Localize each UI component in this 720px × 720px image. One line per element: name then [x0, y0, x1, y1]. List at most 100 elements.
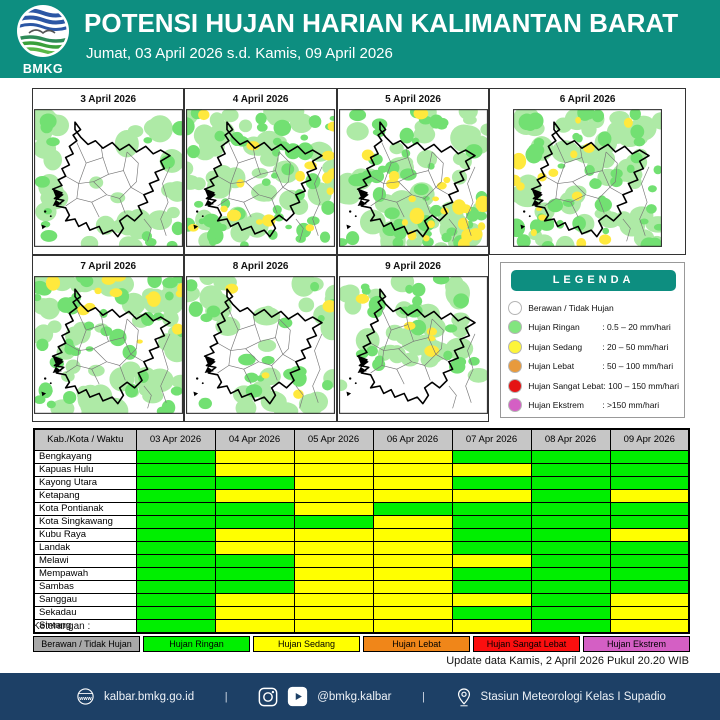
rain-category-cell [372, 475, 453, 490]
rain-category-cell [372, 592, 453, 607]
rain-category-cell [214, 592, 295, 607]
bmkg-logo-icon [17, 5, 69, 57]
city-name-cell: Sambas [33, 579, 137, 594]
legend-color-dot [508, 398, 523, 413]
rain-category-cell [293, 488, 374, 503]
footer-social-group: @bmkg.kalbar [258, 686, 392, 707]
rain-category-cell [451, 488, 532, 503]
keterangan-item: Hujan Sedang [253, 636, 360, 652]
map-panel: 7 April 2026 [32, 255, 185, 422]
footer-station: Stasiun Meteorologi Kelas I Supadio [480, 690, 666, 703]
map-panel: 6 April 2026 [489, 88, 686, 255]
rain-category-cell [293, 605, 374, 620]
rain-category-cell [135, 449, 216, 464]
rain-category-cell [214, 462, 295, 477]
page-title: POTENSI HUJAN HARIAN KALIMANTAN BARAT [84, 8, 679, 38]
legend-color-dot [508, 300, 523, 315]
legend-item-range: : 20 – 50 mm/hari [602, 341, 669, 352]
rain-category-cell [214, 514, 295, 529]
rain-category-cell [214, 488, 295, 503]
legend-items: Berawan / Tidak Hujan Hujan Ringan : 0.5… [508, 298, 679, 415]
rain-category-cell [135, 462, 216, 477]
rain-category-cell [530, 501, 611, 516]
legend-color-dot [508, 339, 523, 354]
keterangan-color-bar: Berawan / Tidak Hujan Hujan Ringan Hujan S… [33, 636, 690, 652]
rain-category-cell [372, 618, 453, 633]
rain-category-cell [530, 540, 611, 555]
rain-category-cell [135, 566, 216, 581]
legend-item-range: : 50 – 100 mm/hari [602, 361, 674, 371]
map-panel-date: 3 April 2026 [80, 94, 137, 105]
rain-category-cell [135, 540, 216, 555]
rain-category-cell [451, 540, 532, 555]
rain-category-cell [214, 618, 295, 633]
table-row: Kubu Raya [33, 527, 690, 542]
footer-station-group: Stasiun Meteorologi Kelas I Supadio [456, 687, 666, 707]
rain-category-cell [451, 553, 532, 568]
rain-category-cell [293, 553, 374, 568]
legend-item: Berawan / Tidak Hujan [508, 298, 679, 318]
rain-category-cell [372, 566, 453, 581]
rain-category-cell [372, 488, 453, 503]
rain-category-cell [135, 501, 216, 516]
legend-item-range: : 100 – 150 mm/hari [603, 380, 679, 391]
footer-social-handle: @bmkg.kalbar [317, 690, 392, 703]
table-row: Kota Singkawang [33, 514, 690, 529]
rain-category-cell [214, 475, 295, 490]
rain-category-cell [293, 527, 374, 542]
rain-category-cell [609, 449, 690, 464]
rain-category-cell [451, 618, 532, 633]
table-row: Sambas [33, 579, 690, 594]
rain-category-cell [293, 514, 374, 529]
table-header-cell: 08 Apr 2026 [530, 428, 611, 451]
city-name-cell: Bengkayang [33, 449, 137, 464]
legend-panel: LEGENDA Berawan / Tidak Hujan Hujan Ring… [489, 255, 686, 422]
map-grid: 3 April 2026 4 April 2026 5 April 2026 6… [32, 88, 686, 422]
update-timestamp: Update data Kamis, 2 April 2026 Pukul 20… [446, 655, 689, 667]
rain-category-cell [214, 605, 295, 620]
table-header-cell: 03 Apr 2026 [135, 428, 216, 451]
rain-category-cell [214, 501, 295, 516]
rain-category-cell [530, 618, 611, 633]
map-panel: 8 April 2026 [184, 255, 337, 422]
rain-category-cell [372, 605, 453, 620]
rain-forecast-table: Kab./Kota / Waktu 03 Apr 2026 04 Apr 2026 0… [33, 428, 690, 634]
rain-category-cell [135, 579, 216, 594]
rain-category-cell [214, 566, 295, 581]
rain-category-cell [293, 592, 374, 607]
rain-category-cell [135, 605, 216, 620]
table-header-cell: 09 Apr 2026 [609, 428, 690, 451]
map-panel-date: 9 April 2026 [385, 261, 441, 272]
rain-category-cell [135, 527, 216, 542]
rain-category-cell [609, 566, 690, 581]
rain-category-cell [530, 514, 611, 529]
rain-category-cell [451, 501, 532, 516]
city-name-cell: Kota Pontianak [33, 501, 137, 516]
footer-website-group: www kalbar.bmkg.go.id [76, 687, 194, 706]
keterangan-item: Berawan / Tidak Hujan [33, 636, 140, 652]
rain-category-cell [135, 514, 216, 529]
rain-category-cell [609, 488, 690, 503]
rain-category-cell [609, 605, 690, 620]
bmkg-logo-label: BMKG [22, 62, 64, 76]
rain-category-cell [609, 618, 690, 633]
rain-map [33, 276, 183, 414]
map-panel-date: 8 April 2026 [232, 261, 289, 272]
table-row: Melawi [33, 553, 690, 568]
rain-category-cell [530, 579, 611, 594]
table-header-cell: Kab./Kota / Waktu [33, 428, 137, 451]
rain-map [33, 109, 183, 247]
instagram-icon [258, 687, 278, 706]
rain-category-cell [451, 449, 532, 464]
rain-category-cell [530, 488, 611, 503]
globe-www-icon: www [77, 688, 94, 705]
city-name-cell: Sanggau [33, 592, 137, 607]
legend-item-label: Hujan Ringan [528, 322, 580, 332]
rain-category-cell [530, 527, 611, 542]
legend-item-label: Hujan Lebat [528, 361, 575, 371]
legend-item: Hujan Ekstrem : >150 mm/hari [508, 396, 679, 416]
rain-category-cell [451, 514, 532, 529]
rain-map [513, 109, 663, 247]
city-name-cell: Sintang [33, 618, 137, 633]
